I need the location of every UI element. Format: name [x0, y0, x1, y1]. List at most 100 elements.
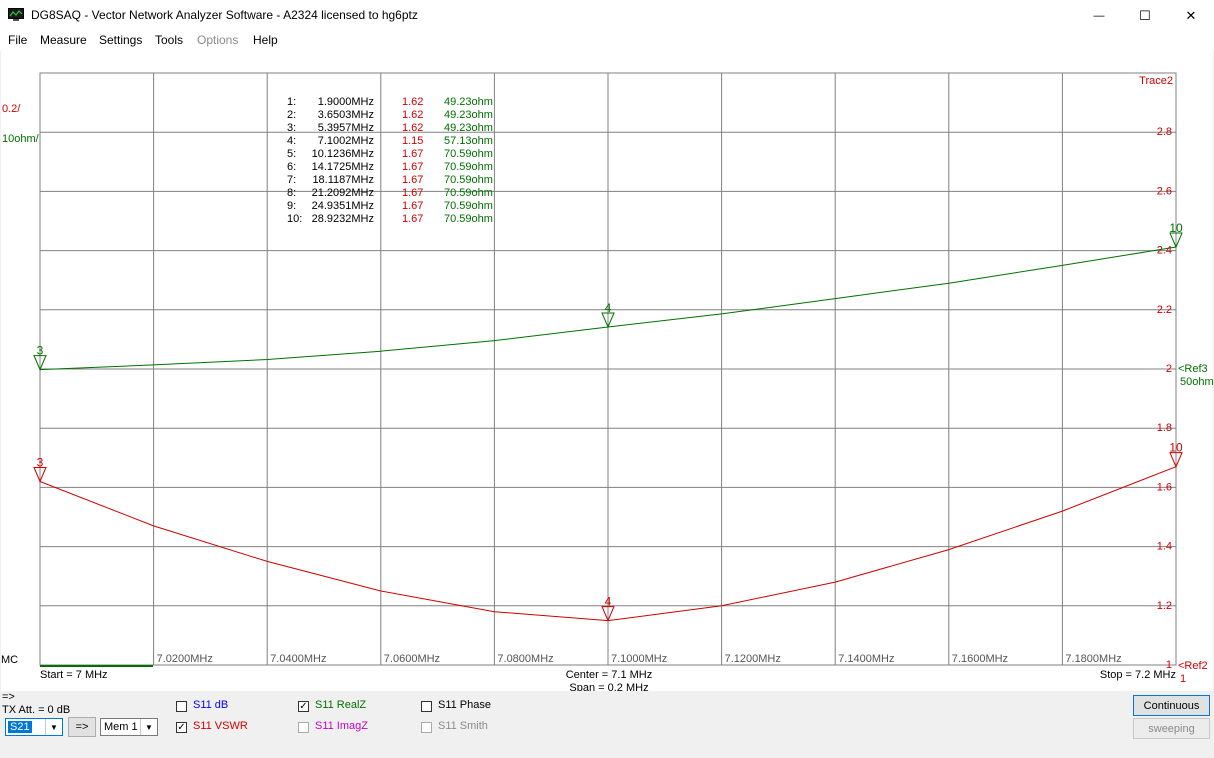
marker-vswr: 1.67 [402, 213, 423, 225]
x-tick-label: 7.1600MHz [952, 653, 1008, 665]
title-bar: DG8SAQ - Vector Network Analyzer Softwar… [0, 0, 1214, 31]
x-tick-label: 7.0400MHz [270, 653, 326, 665]
memory-select[interactable]: Mem 1 ▼ [100, 718, 158, 736]
menu-settings[interactable]: Settings [99, 33, 143, 47]
marker-impedance: 70.59ohm [444, 148, 493, 160]
marker-flag-red-label: 3 [37, 455, 44, 469]
s11-imagz-checkbox[interactable] [298, 722, 309, 733]
span-label: Span = 0.2 MHz [569, 682, 648, 691]
x-tick-label: 7.1000MHz [611, 653, 667, 665]
marker-vswr: 1.67 [402, 200, 423, 212]
y-tick-label: 2.4 [1157, 245, 1172, 257]
marker-flag-red-label: 4 [605, 595, 612, 609]
y-tick-label: 2.2 [1157, 304, 1172, 316]
center-label: Center = 7.1 MHz [566, 669, 653, 681]
marker-freq: 10.1236MHz [312, 148, 374, 160]
x-tick-label: 7.1400MHz [838, 653, 894, 665]
marker-vswr: 1.62 [402, 122, 423, 134]
marker-vswr: 1.62 [402, 109, 423, 121]
s11-smith-label: S11 Smith [438, 720, 488, 732]
marker-impedance: 70.59ohm [444, 187, 493, 199]
marker-flag-red-label: 10 [1169, 441, 1183, 455]
x-tick-label: 7.1200MHz [725, 653, 781, 665]
marker-num: 2: [287, 109, 296, 121]
marker-impedance: 57.13ohm [444, 135, 493, 147]
marker-flag-green-triangle [33, 355, 47, 371]
y-tick-label: 2.6 [1157, 185, 1172, 197]
menu-tools[interactable]: Tools [155, 33, 184, 47]
marker-freq: 5.3957MHz [318, 122, 374, 134]
s11-realz-checkbox[interactable]: ✓ [298, 701, 309, 712]
marker-vswr: 1.67 [402, 187, 423, 199]
control-panel: => TX Att. = 0 dB S21 ▼ => Mem 1 ▼ S11 d… [0, 691, 1214, 758]
marker-impedance: 49.23ohm [444, 109, 493, 121]
scale-label-trace1: 0.2/ [2, 103, 21, 115]
y-tick-label: 1.8 [1157, 422, 1172, 434]
close-button[interactable]: ✕ [1168, 0, 1214, 31]
y-tick-label: 2 [1166, 363, 1172, 375]
marker-flag-red-triangle [33, 466, 47, 483]
marker-flag-green-triangle [1169, 232, 1183, 249]
close-icon: ✕ [1185, 7, 1197, 23]
x-tick-label: 7.0600MHz [384, 653, 440, 665]
app-icon [8, 8, 24, 21]
marker-num: 5: [287, 148, 296, 160]
marker-num: 1: [287, 96, 296, 108]
marker-impedance: 70.59ohm [444, 200, 493, 212]
menu-measure[interactable]: Measure [40, 33, 87, 47]
marker-num: 8: [287, 187, 296, 199]
minimize-icon: — [1093, 9, 1105, 22]
marker-freq: 7.1002MHz [318, 135, 374, 147]
marker-num: 9: [287, 200, 296, 212]
s11-smith-checkbox[interactable] [421, 722, 432, 733]
menu-help[interactable]: Help [253, 33, 278, 47]
trace2-label: Trace2 [1139, 75, 1173, 87]
s11-imagz-label: S11 ImagZ [315, 720, 368, 732]
continuous-button[interactable]: Continuous [1133, 695, 1210, 716]
mc-label: MC [1, 654, 18, 666]
marker-impedance: 70.59ohm [444, 161, 493, 173]
s11-db-label: S11 dB [193, 699, 229, 711]
marker-vswr: 1.15 [402, 135, 423, 147]
marker-vswr: 1.67 [402, 148, 423, 160]
marker-flag-green-label: 10 [1169, 221, 1183, 235]
source-select[interactable]: S21 ▼ [5, 718, 63, 736]
s11-phase-label: S11 Phase [438, 699, 492, 711]
marker-flag-red-triangle [601, 606, 615, 622]
y-tick-label: 1 [1166, 659, 1172, 671]
tx-att-label: TX Att. = 0 dB [2, 704, 71, 716]
marker-freq: 3.6503MHz [318, 109, 374, 121]
marker-freq: 24.9351MHz [312, 200, 374, 212]
x-tick-label: 7.0200MHz [157, 653, 213, 665]
marker-num: 3: [287, 122, 296, 134]
y-tick-label: 2.8 [1157, 126, 1172, 138]
y-tick-label: 1.4 [1157, 541, 1172, 553]
source-select-value: S21 [8, 721, 32, 733]
s11-db-checkbox[interactable] [176, 701, 187, 712]
plot-area[interactable]: 2.8 2.6 2.4 2.2 2 1.8 1.6 1.4 1.2 1 Trace2 0.2/10oh… [1, 51, 1213, 691]
marker-freq: 21.2092MHz [312, 187, 374, 199]
marker-impedance: 70.59ohm [444, 174, 493, 186]
x-tick-label: 7.0800MHz [497, 653, 553, 665]
marker-impedance: 70.59ohm [444, 213, 493, 225]
s11-phase-checkbox[interactable] [421, 701, 432, 712]
menu-bar: File Measure Settings Tools Options Help [0, 31, 1214, 51]
minimize-button[interactable]: — [1076, 0, 1122, 31]
menu-file[interactable]: File [8, 33, 28, 47]
ref3-label: <Ref3 [1178, 363, 1208, 375]
s11-realz-label: S11 RealZ [315, 699, 367, 711]
marker-freq: 18.1187MHz [312, 174, 374, 186]
maximize-button[interactable]: ☐ [1122, 0, 1168, 31]
s11-vswr-checkbox[interactable]: ✓ [176, 722, 187, 733]
marker-freq: 1.9000MHz [318, 96, 374, 108]
marker-num: 6: [287, 161, 296, 173]
sweeping-button: sweeping [1133, 718, 1210, 739]
marker-flag-green-label: 3 [37, 344, 44, 358]
ref2-value: 1 [1180, 673, 1186, 685]
marker-freq: 14.1725MHz [312, 161, 374, 173]
marker-impedance: 49.23ohm [444, 122, 493, 134]
marker-flag-green-label: 4 [605, 301, 612, 315]
copy-to-memory-button[interactable]: => [68, 717, 96, 737]
start-label: Start = 7 MHz [40, 669, 108, 681]
ref2-label: <Ref2 [1178, 660, 1208, 672]
